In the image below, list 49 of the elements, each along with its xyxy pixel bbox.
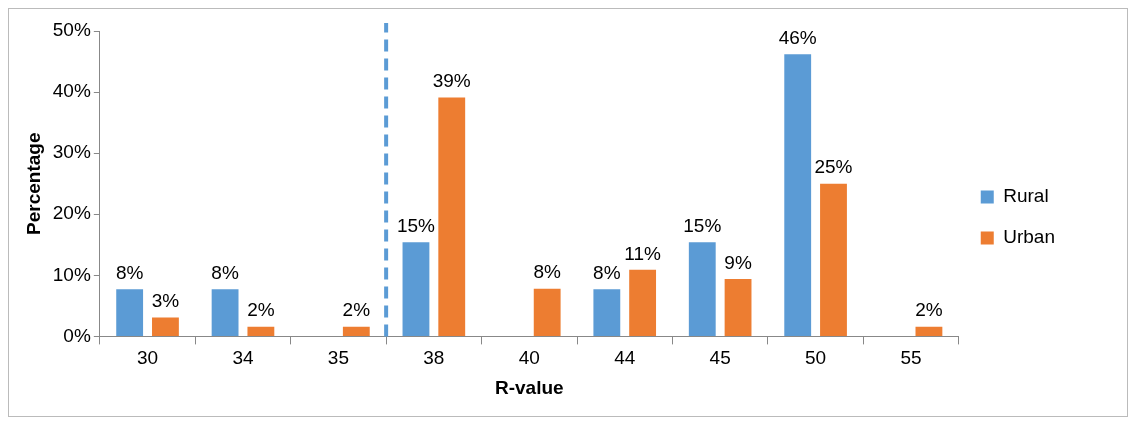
bar (915, 326, 943, 336)
x-tick-label: 34 (232, 347, 254, 369)
y-tick-label: 50% (52, 19, 91, 41)
data-label: 15% (396, 215, 436, 237)
bar (593, 289, 621, 336)
data-label: 25% (814, 156, 853, 178)
legend-label: Urban (1003, 226, 1055, 248)
data-label: 9% (724, 251, 752, 273)
bar (688, 242, 716, 336)
x-tick-label: 40 (518, 347, 540, 369)
y-tick-label: 20% (52, 202, 91, 224)
bar (116, 289, 144, 336)
y-tick-label: 0% (63, 324, 91, 346)
bar (629, 269, 657, 336)
y-tick-label: 40% (52, 80, 91, 102)
data-label: 11% (624, 242, 662, 264)
x-tick-label: 35 (327, 347, 349, 369)
x-tick-label: 55 (900, 347, 922, 369)
data-label: 3% (151, 290, 180, 312)
x-axis-title: R-value (494, 376, 564, 398)
data-label: 2% (247, 299, 275, 321)
x-tick-label: 30 (136, 347, 159, 369)
bar (533, 288, 561, 336)
data-label: 8% (115, 262, 144, 284)
x-tick-label: 45 (709, 347, 731, 369)
bar (247, 326, 275, 336)
x-tick-label: 50 (805, 347, 827, 369)
bar (402, 242, 430, 336)
data-label: 8% (533, 261, 562, 283)
y-tick-label: 10% (52, 263, 91, 285)
bar (211, 289, 239, 336)
bar (784, 54, 812, 336)
data-label: 39% (432, 70, 471, 92)
data-label: 15% (683, 215, 722, 237)
data-label: 8% (211, 262, 239, 284)
x-tick-label: 38 (423, 347, 445, 369)
y-axis-title: Percentage (22, 132, 44, 235)
x-tick-label: 44 (614, 347, 636, 369)
data-label: 2% (915, 299, 943, 321)
bar (724, 278, 752, 336)
data-label: 46% (778, 26, 817, 48)
y-tick-label: 30% (52, 141, 91, 163)
data-label: 8% (593, 262, 621, 284)
legend-label: Rural (1003, 185, 1049, 207)
bar (820, 183, 847, 336)
bar (342, 326, 370, 336)
bar (152, 317, 179, 336)
bar (438, 97, 466, 336)
data-label: 2% (342, 299, 371, 321)
